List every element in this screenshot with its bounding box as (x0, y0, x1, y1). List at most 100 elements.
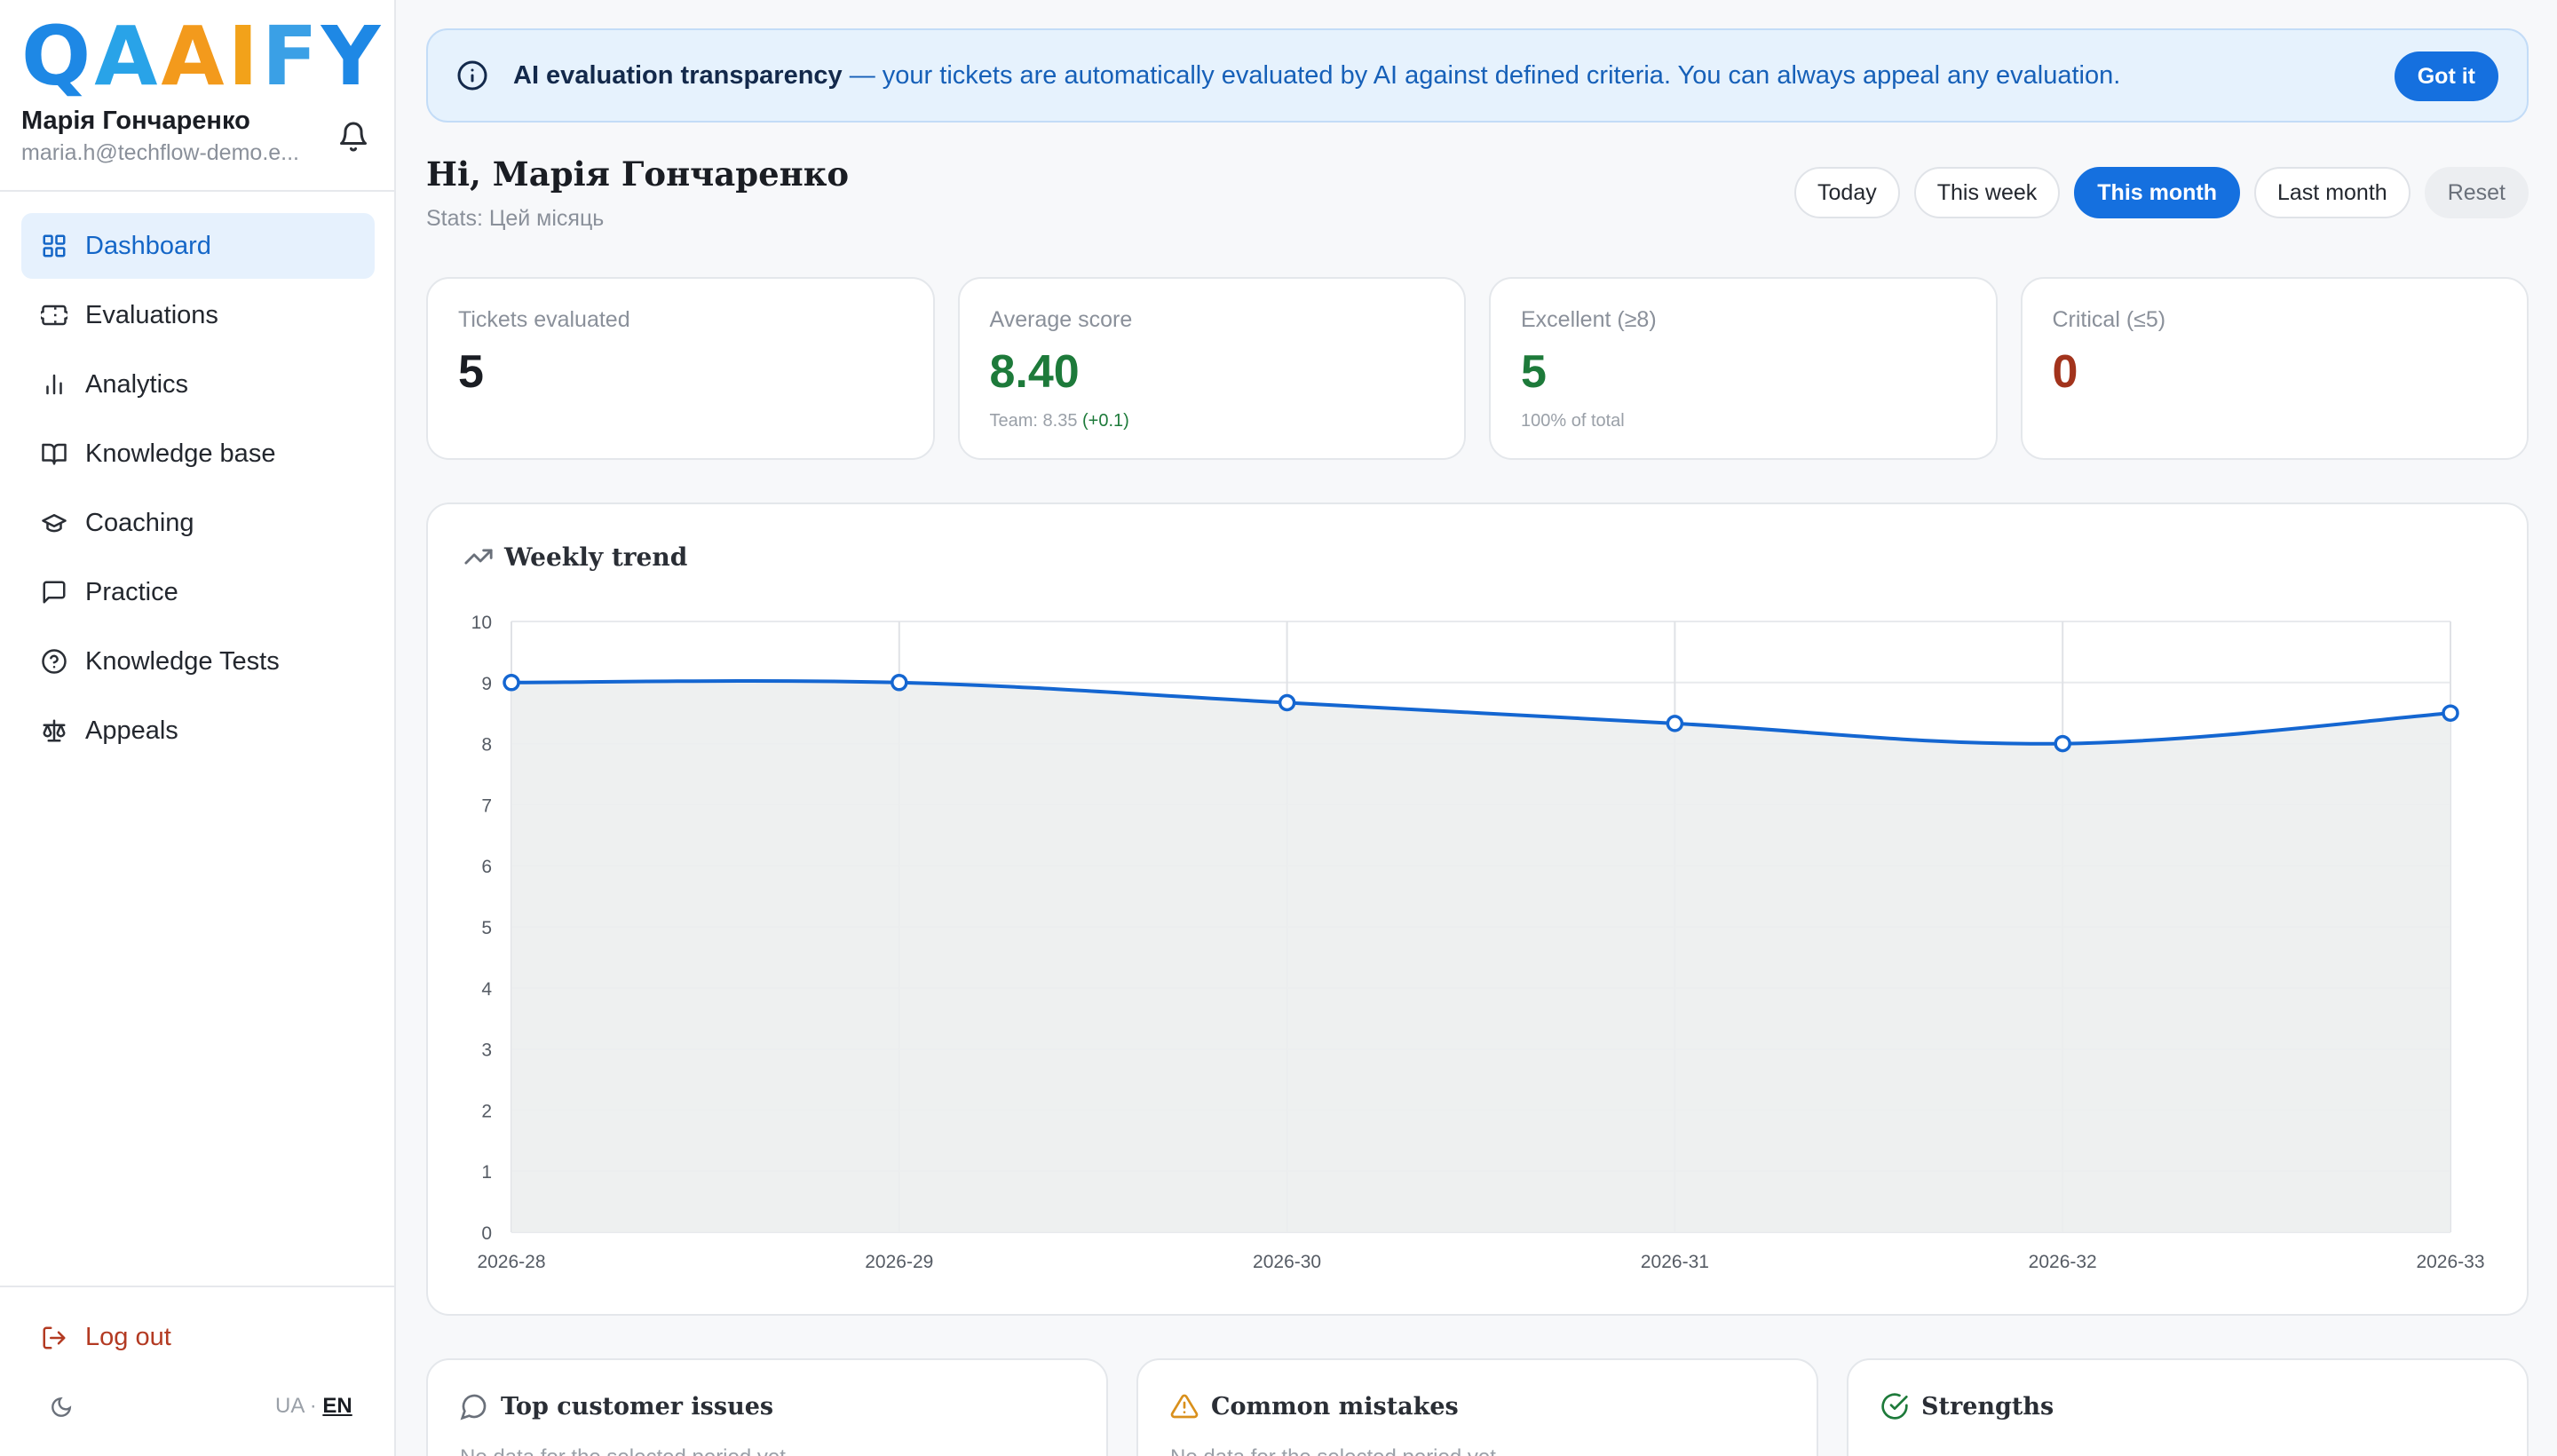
y-tick-label: 10 (471, 613, 492, 633)
y-tick-label: 2 (481, 1101, 492, 1121)
y-tick-label: 0 (481, 1223, 492, 1244)
chat-bubble-icon (43, 581, 66, 604)
y-tick-label: 3 (481, 1041, 492, 1061)
sidebar-item-label: Knowledge Tests (85, 646, 280, 676)
banner-title: AI evaluation transparency (513, 60, 843, 90)
card-title-text: Top customer issues (501, 1392, 774, 1420)
card-title-text: Common mistakes (1211, 1392, 1459, 1420)
x-tick-label: 2026-32 (2029, 1252, 2097, 1272)
logo-letter: I (227, 9, 262, 104)
bar-chart-icon (46, 374, 62, 395)
card-label: Average score (989, 307, 1133, 332)
qaaify-logo[interactable]: QAAIFY (21, 16, 384, 98)
chat-bubble-icon (460, 1394, 487, 1420)
top-customer-issues-card: Top customer issues No data for the sele… (426, 1358, 1108, 1456)
data-point (503, 674, 520, 692)
empty-state: No data for the selected period yet (1170, 1445, 1785, 1456)
graduation-cap-icon (42, 514, 67, 533)
y-tick-label: 4 (481, 979, 492, 1000)
dashboard-icon (43, 234, 66, 257)
user-email: maria.h@techflow-demo.e... (21, 140, 300, 165)
lang-ua[interactable]: UA (275, 1394, 305, 1418)
x-tick-label: 2026-30 (1253, 1252, 1321, 1272)
sidebar-item-label: Coaching (85, 508, 194, 537)
sidebar-item-label: Appeals (85, 716, 178, 745)
lang-en[interactable]: EN (322, 1394, 352, 1418)
sidebar-divider (0, 1286, 396, 1287)
data-point (1278, 693, 1296, 712)
banner-body: — your tickets are automatically evaluat… (842, 60, 2121, 90)
banner-text: AI evaluation transparency — your ticket… (513, 61, 2120, 91)
tickets-evaluated-card: Tickets evaluated 5 (426, 277, 935, 460)
warning-icon (1170, 1394, 1199, 1419)
scales-icon (43, 719, 66, 742)
sidebar-nav: Dashboard Evaluations Analytics Knowledg… (21, 213, 375, 767)
data-point (2054, 734, 2071, 753)
y-tick-label: 6 (481, 857, 492, 877)
trend-area (511, 680, 2450, 1232)
got-it-button[interactable]: Got it (2394, 51, 2498, 101)
score-delta: (+0.1) (1082, 411, 1129, 431)
ticket-icon (41, 305, 67, 326)
card-title: Common mistakes (1170, 1392, 1785, 1420)
team-score: Team: 8.35 (989, 411, 1078, 431)
sidebar-item-label: Evaluations (85, 300, 218, 329)
sidebar-item-knowledge-tests[interactable]: Knowledge Tests (21, 629, 375, 694)
team-comparison: Team: 8.35 (+0.1) (990, 411, 1435, 431)
sidebar-item-knowledge-base[interactable]: Knowledge base (21, 421, 375, 487)
card-label: Tickets evaluated (458, 307, 630, 332)
sidebar-item-coaching[interactable]: Coaching (21, 490, 375, 556)
trend-line (511, 678, 2451, 746)
x-tick-label: 2026-29 (865, 1252, 933, 1272)
period-last-month-button[interactable]: Last month (2254, 167, 2411, 218)
info-icon (457, 60, 487, 91)
card-title: Strengths (1880, 1392, 2495, 1420)
sidebar-item-practice[interactable]: Practice (21, 559, 375, 625)
page-title: Hi, Марія Гончаренко (426, 154, 850, 194)
y-tick-label: 9 (481, 674, 492, 694)
help-circle-icon (42, 649, 67, 674)
logo-letter: Y (321, 9, 384, 104)
logo-letter: Q (21, 9, 95, 104)
period-today-button[interactable]: Today (1794, 167, 1900, 218)
sidebar-item-evaluations[interactable]: Evaluations (21, 282, 375, 348)
data-point (891, 674, 908, 692)
sidebar-item-label: Dashboard (85, 231, 211, 260)
book-icon (42, 443, 67, 465)
card-title-text: Strengths (1921, 1392, 2054, 1420)
moon-icon[interactable] (50, 1396, 73, 1419)
period-filter: Today This week This month Last month Re… (1794, 167, 2529, 218)
y-tick-label: 5 (481, 918, 492, 938)
sidebar-item-appeals[interactable]: Appeals (21, 698, 375, 764)
logout-button[interactable]: Log out (41, 1323, 171, 1352)
period-reset-button[interactable]: Reset (2424, 167, 2529, 218)
user-name: Марія Гончаренко (21, 107, 250, 135)
card-value: 5 (458, 346, 484, 398)
empty-state: No data for the selected period yet (460, 1445, 1074, 1456)
insight-cards: Top customer issues No data for the sele… (426, 1358, 2529, 1456)
strengths-card: Strengths (1847, 1358, 2529, 1456)
card-value: 5 (1521, 346, 1547, 398)
card-label: Excellent (≥8) (1521, 307, 1657, 332)
ai-transparency-banner: AI evaluation transparency — your ticket… (426, 28, 2529, 123)
period-this-month-button[interactable]: This month (2074, 167, 2240, 218)
x-tick-label: 2026-28 (477, 1252, 545, 1272)
period-this-week-button[interactable]: This week (1913, 167, 2061, 218)
weekly-trend-card: 0 1 2 3 4 5 6 7 8 9 10 2026-28 2026-29 2026-30 2026-31… (426, 502, 2529, 1316)
card-value: 0 (2052, 346, 2078, 398)
sidebar: QAAIFY Марія Гончаренко maria.h@techflow… (0, 0, 396, 1456)
sidebar-item-label: Practice (85, 577, 178, 606)
data-point (1666, 715, 1684, 732)
sidebar-item-dashboard[interactable]: Dashboard (21, 213, 375, 279)
trending-up-icon (464, 549, 493, 565)
card-note: 100% of total (1521, 411, 1625, 431)
card-label: Critical (≤5) (2052, 307, 2166, 332)
y-tick-label: 8 (481, 735, 492, 756)
critical-card: Critical (≤5) 0 (2020, 277, 2529, 460)
logout-label: Log out (85, 1323, 171, 1351)
sidebar-item-analytics[interactable]: Analytics (21, 352, 375, 417)
bell-icon[interactable] (337, 121, 369, 153)
average-score-card: Average score 8.40 Team: 8.35 (+0.1) (957, 277, 1466, 460)
kpi-cards: Tickets evaluated 5 Average score 8.40 T… (426, 277, 2529, 460)
logo-letter: A (94, 9, 162, 104)
